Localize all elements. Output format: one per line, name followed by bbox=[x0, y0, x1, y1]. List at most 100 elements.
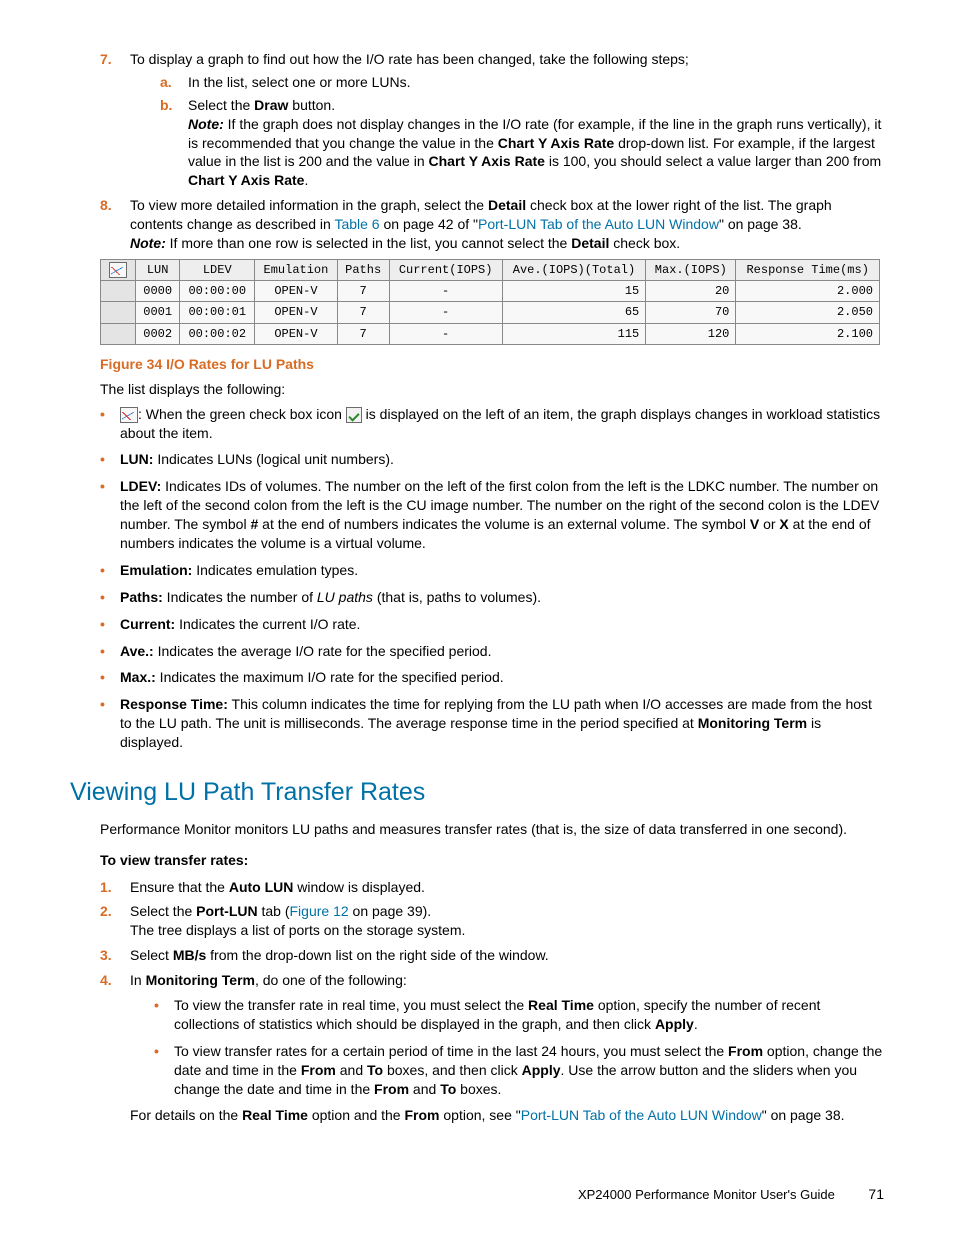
to: To bbox=[440, 1081, 456, 1097]
def-label: LUN: bbox=[120, 451, 153, 467]
cell: 00:00:01 bbox=[180, 302, 255, 323]
cell: 00:00:00 bbox=[180, 281, 255, 302]
text: option, see " bbox=[439, 1107, 520, 1123]
rt: Real Time bbox=[528, 997, 594, 1013]
mt: Monitoring Term bbox=[698, 715, 807, 731]
footer-text: XP24000 Performance Monitor User's Guide bbox=[578, 1187, 835, 1202]
text: tab ( bbox=[258, 903, 290, 919]
and: and bbox=[336, 1062, 367, 1078]
step-number: 3. bbox=[100, 946, 112, 965]
table-row: 000200:00:02OPEN-V7-1151202.100 bbox=[101, 323, 880, 344]
text: on page 39). bbox=[349, 903, 432, 919]
table-link[interactable]: Table 6 bbox=[334, 216, 379, 232]
def-response: Response Time: This column indicates the… bbox=[100, 695, 884, 752]
figure-link[interactable]: Figure 12 bbox=[290, 903, 349, 919]
step-number: 8. bbox=[100, 196, 112, 215]
step-number: 1. bbox=[100, 878, 112, 897]
graph-icon bbox=[109, 262, 127, 278]
note-text: is 100, you should select a value larger… bbox=[545, 153, 881, 169]
or: or bbox=[759, 516, 779, 532]
text: For details on the bbox=[130, 1107, 242, 1123]
detail-label: Detail bbox=[488, 197, 526, 213]
cell: 2.050 bbox=[736, 302, 880, 323]
port-lun: Port-LUN bbox=[196, 903, 257, 919]
note-label: Note: bbox=[188, 116, 224, 132]
v: V bbox=[750, 516, 759, 532]
text: Indicates the number of bbox=[163, 589, 317, 605]
def-lun: LUN: Indicates LUNs (logical unit number… bbox=[100, 450, 884, 469]
lup: LU paths bbox=[317, 589, 373, 605]
portlun-link[interactable]: Port-LUN Tab of the Auto LUN Window bbox=[478, 216, 719, 232]
substep-letter: a. bbox=[160, 73, 172, 92]
cyar: Chart Y Axis Rate bbox=[498, 135, 614, 151]
text: at the end of numbers indicates the volu… bbox=[258, 516, 750, 532]
col-max: Max.(IOPS) bbox=[646, 259, 736, 280]
table-header-row: LUN LDEV Emulation Paths Current(IOPS) A… bbox=[101, 259, 880, 280]
def-text: Indicates emulation types. bbox=[192, 562, 358, 578]
text: Select the bbox=[188, 97, 254, 113]
cell: 0000 bbox=[136, 281, 180, 302]
portlun-link[interactable]: Port-LUN Tab of the Auto LUN Window bbox=[521, 1107, 762, 1123]
tr-step-1: 1. Ensure that the Auto LUN window is di… bbox=[100, 878, 884, 897]
cell: - bbox=[389, 281, 502, 302]
text: (that is, paths to volumes). bbox=[373, 589, 541, 605]
def-text: Indicates the maximum I/O rate for the s… bbox=[156, 669, 504, 685]
text: Ensure that the bbox=[130, 879, 229, 895]
def-text: Indicates LUNs (logical unit numbers). bbox=[153, 451, 393, 467]
cell bbox=[101, 323, 136, 344]
def-ave: Ave.: Indicates the average I/O rate for… bbox=[100, 642, 884, 661]
step-text: To display a graph to find out how the I… bbox=[130, 51, 689, 67]
section-heading: Viewing LU Path Transfer Rates bbox=[70, 776, 884, 810]
to: To bbox=[367, 1062, 383, 1078]
text: To view transfer rates for a certain per… bbox=[174, 1043, 728, 1059]
col-paths: Paths bbox=[337, 259, 389, 280]
table-row: 000100:00:01OPEN-V7-65702.050 bbox=[101, 302, 880, 323]
cell: OPEN-V bbox=[255, 323, 337, 344]
graph-icon bbox=[120, 407, 138, 423]
rt: Real Time bbox=[242, 1107, 308, 1123]
check-icon bbox=[346, 407, 362, 423]
numbered-steps: 7. To display a graph to find out how th… bbox=[100, 50, 884, 253]
text: Select bbox=[130, 947, 173, 963]
def-label: Current: bbox=[120, 616, 175, 632]
cell: 7 bbox=[337, 302, 389, 323]
cell: - bbox=[389, 323, 502, 344]
text: Select the bbox=[130, 903, 196, 919]
text: boxes, and then click bbox=[383, 1062, 522, 1078]
col-emulation: Emulation bbox=[255, 259, 337, 280]
transfer-steps: 1. Ensure that the Auto LUN window is di… bbox=[100, 878, 884, 1126]
cell: 0001 bbox=[136, 302, 180, 323]
note-text: check box. bbox=[609, 235, 680, 251]
text: from the drop-down list on the right sid… bbox=[206, 947, 548, 963]
page-number: 71 bbox=[868, 1185, 884, 1204]
def-label: Ave.: bbox=[120, 643, 154, 659]
apply: Apply bbox=[522, 1062, 561, 1078]
cell: - bbox=[389, 302, 502, 323]
step-number: 4. bbox=[100, 971, 112, 990]
substep-b: b. Select the Draw button. Note: If the … bbox=[160, 96, 884, 190]
section-intro: Performance Monitor monitors LU paths an… bbox=[100, 820, 884, 839]
from: From bbox=[374, 1081, 409, 1097]
table-body: 000000:00:00OPEN-V7-15202.000000100:00:0… bbox=[101, 281, 880, 345]
subhead: To view transfer rates: bbox=[100, 851, 884, 870]
cell: 120 bbox=[646, 323, 736, 344]
def-label: LDEV: bbox=[120, 478, 161, 494]
text: In bbox=[130, 972, 146, 988]
def-max: Max.: Indicates the maximum I/O rate for… bbox=[100, 668, 884, 687]
col-ldev: LDEV bbox=[180, 259, 255, 280]
text: on page 42 of " bbox=[380, 216, 478, 232]
cell: OPEN-V bbox=[255, 302, 337, 323]
text: To view the transfer rate in real time, … bbox=[174, 997, 528, 1013]
cell: 2.100 bbox=[736, 323, 880, 344]
note-text: If more than one row is selected in the … bbox=[166, 235, 571, 251]
def-text: Indicates the current I/O rate. bbox=[175, 616, 360, 632]
text: " on page 38. bbox=[762, 1107, 845, 1123]
from: From bbox=[404, 1107, 439, 1123]
cell: 65 bbox=[502, 302, 646, 323]
text: window is displayed. bbox=[293, 879, 425, 895]
io-rates-table: LUN LDEV Emulation Paths Current(IOPS) A… bbox=[100, 259, 880, 345]
bullet-realtime: To view the transfer rate in real time, … bbox=[154, 996, 884, 1034]
text: The tree displays a list of ports on the… bbox=[130, 922, 465, 938]
cell: 115 bbox=[502, 323, 646, 344]
def-label: Emulation: bbox=[120, 562, 192, 578]
